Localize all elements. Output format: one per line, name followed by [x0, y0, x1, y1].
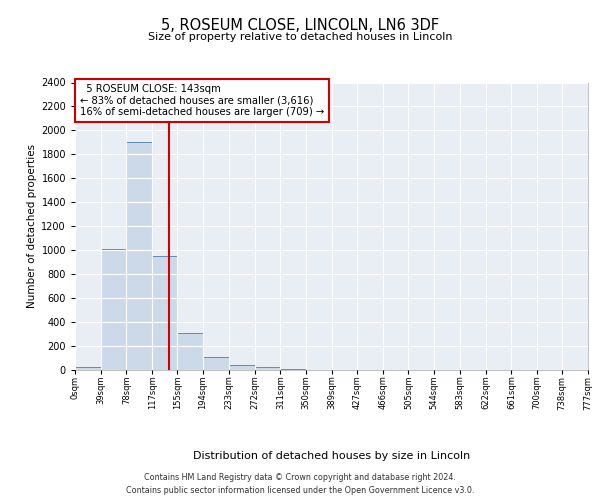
Bar [127, 142, 152, 370]
Text: 5, ROSEUM CLOSE, LINCOLN, LN6 3DF: 5, ROSEUM CLOSE, LINCOLN, LN6 3DF [161, 18, 439, 32]
Text: 5 ROSEUM CLOSE: 143sqm
← 83% of detached houses are smaller (3,616)
16% of semi-: 5 ROSEUM CLOSE: 143sqm ← 83% of detached… [80, 84, 325, 117]
Bar [203, 358, 229, 370]
Bar [152, 256, 178, 370]
Bar [178, 333, 203, 370]
Text: Contains HM Land Registry data © Crown copyright and database right 2024.: Contains HM Land Registry data © Crown c… [144, 472, 456, 482]
Y-axis label: Number of detached properties: Number of detached properties [27, 144, 37, 308]
X-axis label: Distribution of detached houses by size in Lincoln: Distribution of detached houses by size … [193, 451, 470, 461]
Bar [254, 367, 280, 370]
Bar [75, 367, 101, 370]
Text: Size of property relative to detached houses in Lincoln: Size of property relative to detached ho… [148, 32, 452, 42]
Text: Contains public sector information licensed under the Open Government Licence v3: Contains public sector information licen… [126, 486, 474, 495]
Bar [229, 364, 254, 370]
Bar [101, 249, 127, 370]
